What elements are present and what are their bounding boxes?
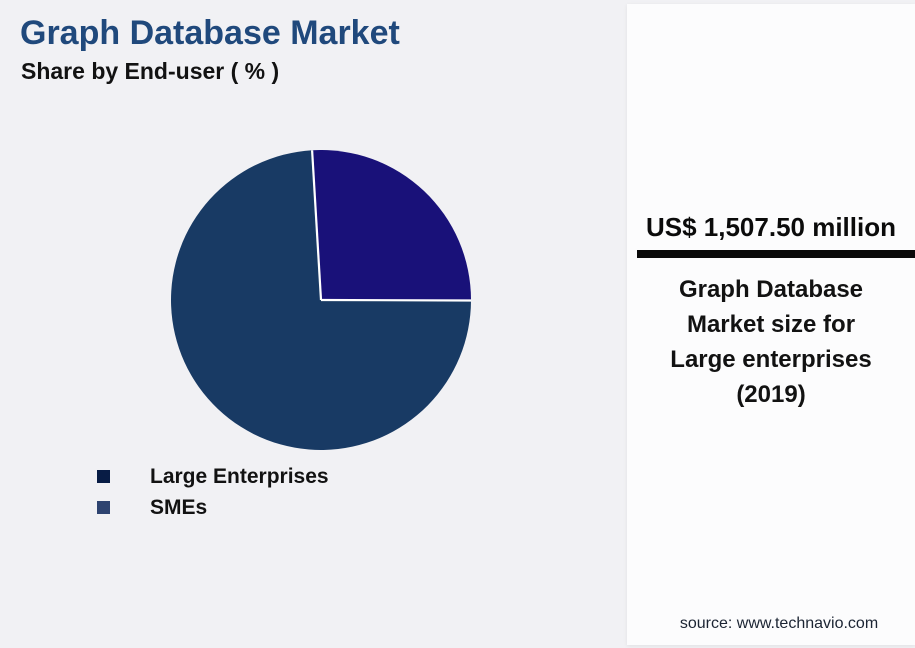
pie-chart <box>171 149 472 450</box>
value-caption: Graph Database Market size for Large ent… <box>627 272 915 412</box>
value-caption-text: Graph Database Market size for Large ent… <box>670 276 872 408</box>
legend-swatch-icon <box>97 470 110 483</box>
legend-label: SMEs <box>150 495 208 519</box>
legend-item: Large Enterprises <box>97 461 329 492</box>
legend: Large Enterprises SMEs <box>97 461 329 523</box>
info-card: US$ 1,507.50 million Graph Database Mark… <box>627 4 915 645</box>
legend-swatch-icon <box>97 501 110 514</box>
market-value: US$ 1,507.50 million <box>645 212 896 242</box>
chart-subtitle: Share by End-user ( % ) <box>21 58 280 84</box>
divider-bar <box>637 250 915 258</box>
source-text: source: www.technavio.com <box>679 615 879 632</box>
pie-chart-container <box>171 149 472 450</box>
chart-title: Graph Database Market <box>20 14 400 52</box>
legend-item: SMEs <box>97 492 329 523</box>
legend-label: Large Enterprises <box>150 464 329 488</box>
